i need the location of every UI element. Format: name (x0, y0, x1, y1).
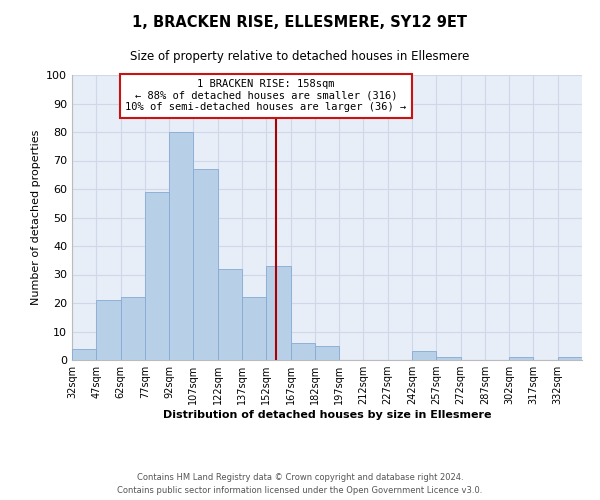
Bar (290, 343, 315, 360)
Bar (558, 357, 582, 360)
Text: Contains HM Land Registry data © Crown copyright and database right 2024.: Contains HM Land Registry data © Crown c… (137, 474, 463, 482)
X-axis label: Distribution of detached houses by size in Ellesmere: Distribution of detached houses by size … (163, 410, 491, 420)
Bar (509, 357, 533, 360)
Bar (436, 357, 461, 360)
Bar (121, 298, 145, 360)
Bar (169, 132, 193, 360)
Text: 1, BRACKEN RISE, ELLESMERE, SY12 9ET: 1, BRACKEN RISE, ELLESMERE, SY12 9ET (133, 15, 467, 30)
Bar (412, 352, 436, 360)
Bar (242, 298, 266, 360)
Bar (193, 169, 218, 360)
Y-axis label: Number of detached properties: Number of detached properties (31, 130, 41, 305)
Bar (218, 269, 242, 360)
Bar (145, 192, 169, 360)
Bar (96, 300, 121, 360)
Text: 1 BRACKEN RISE: 158sqm
← 88% of detached houses are smaller (316)
10% of semi-de: 1 BRACKEN RISE: 158sqm ← 88% of detached… (125, 80, 406, 112)
Bar (315, 346, 339, 360)
Text: Contains public sector information licensed under the Open Government Licence v3: Contains public sector information licen… (118, 486, 482, 495)
Bar (72, 348, 96, 360)
Bar (266, 266, 290, 360)
Text: Size of property relative to detached houses in Ellesmere: Size of property relative to detached ho… (130, 50, 470, 63)
